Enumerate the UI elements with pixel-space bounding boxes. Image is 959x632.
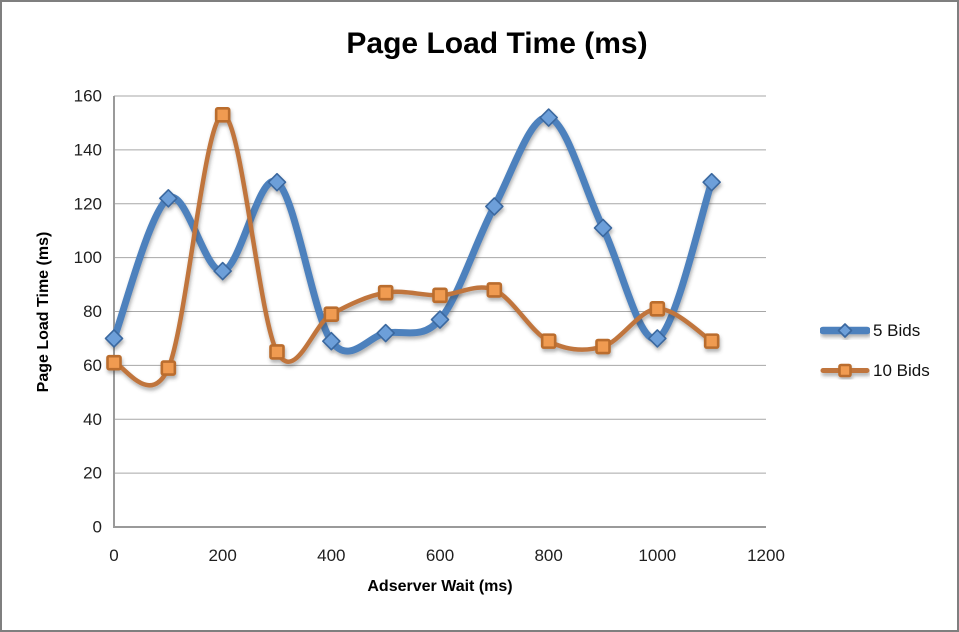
x-tick-label: 600 xyxy=(426,546,454,565)
y-tick-label: 100 xyxy=(74,248,102,267)
x-tick-label: 1000 xyxy=(638,546,676,565)
legend-label-10-bids: 10 Bids xyxy=(873,360,930,380)
x-tick-label: 1200 xyxy=(747,546,785,565)
y-tick-label: 20 xyxy=(83,464,102,483)
x-tick-label: 400 xyxy=(317,546,345,565)
legend-label-5-bids: 5 Bids xyxy=(873,320,921,340)
series-5-bids xyxy=(104,108,721,355)
x-tick-label: 0 xyxy=(109,546,118,565)
legend-item-5-bids: 5 Bids xyxy=(820,321,930,340)
x-tick-label: 200 xyxy=(208,546,236,565)
y-tick-label: 80 xyxy=(83,302,102,321)
legend: 5 Bids 10 Bids xyxy=(820,321,930,380)
y-tick-label: 140 xyxy=(74,140,102,159)
legend-item-10-bids: 10 Bids xyxy=(820,361,930,380)
y-tick-label: 160 xyxy=(74,87,102,106)
y-tick-label: 120 xyxy=(74,194,102,213)
chart-title: Page Load Time (ms) xyxy=(346,27,648,60)
legend-line-diamond-icon xyxy=(820,323,870,338)
y-axis-title: Page Load Time (ms) xyxy=(35,231,52,393)
legend-line-square-icon xyxy=(820,363,870,378)
x-axis-title: Adserver Wait (ms) xyxy=(367,578,513,595)
y-tick-label: 60 xyxy=(83,356,102,375)
x-tick-label: 800 xyxy=(534,546,562,565)
y-tick-label: 0 xyxy=(93,518,102,537)
series-10-bids xyxy=(106,107,720,388)
y-tick-label: 40 xyxy=(83,410,102,429)
